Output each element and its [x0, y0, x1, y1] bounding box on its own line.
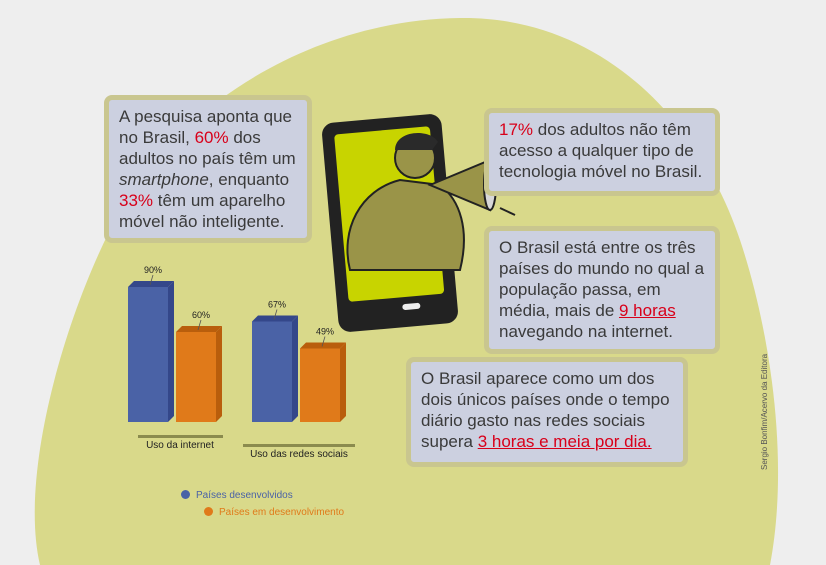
box1-text-4: têm um aparelho móvel não inteligente.	[119, 191, 286, 231]
bar-top	[300, 342, 346, 349]
box3-text-2: navegando na internet.	[499, 322, 673, 341]
box1-value-1: 60%	[194, 128, 229, 147]
box1-text-2: dos adultos no país têm um	[119, 128, 296, 168]
legend-item-developing: Países em desenvolvimento	[204, 507, 344, 518]
bar-developed-1	[252, 321, 292, 422]
box3-text-1: O Brasil está entre os três países do mu…	[499, 238, 705, 320]
bar-developing-0	[176, 332, 216, 422]
info-box-no-access: 17% dos adultos não têm acesso a qualque…	[484, 108, 720, 196]
bar-developed-0	[128, 287, 168, 422]
bar-developing-1	[300, 348, 340, 422]
bar-side	[292, 315, 298, 422]
box1-value-2: 33%	[119, 191, 154, 210]
legend-dot-developed	[181, 490, 190, 499]
data-label-leader	[197, 319, 202, 331]
data-label-leader	[321, 336, 326, 347]
data-label-leader	[149, 274, 154, 286]
legend-item-developed: Países desenvolvidos	[181, 490, 293, 501]
bar-side	[168, 281, 174, 422]
info-box-smartphone: A pesquisa aponta que no Brasil, 60% dos…	[104, 95, 312, 243]
bar-top	[176, 326, 222, 332]
group-underline-social	[243, 444, 355, 447]
bar-top	[128, 281, 174, 287]
box1-text-3: , enquanto	[208, 170, 290, 189]
legend-label-developing: Países em desenvolvimento	[219, 507, 345, 518]
category-label-social: Uso das redes sociais	[250, 449, 348, 460]
box2-text-1: dos adultos não têm acesso a qualquer ti…	[499, 120, 703, 181]
box1-italic: smartphone	[119, 170, 209, 189]
box1-text-1: A pesquisa aponta que no Brasil,	[119, 107, 292, 147]
bar-top	[252, 315, 298, 322]
category-label-internet: Uso da internet	[146, 440, 214, 451]
data-label: 49%	[316, 327, 334, 337]
data-label: 90%	[144, 265, 162, 275]
box2-value-1: 17%	[499, 120, 534, 139]
info-box-social-hours: O Brasil aparece como um dos dois únicos…	[406, 357, 688, 467]
data-label-leader	[273, 309, 278, 320]
bar-side	[340, 342, 346, 422]
info-box-internet-hours: O Brasil está entre os três países do mu…	[484, 226, 720, 354]
bar-side	[216, 326, 222, 422]
legend-label-developed: Países desenvolvidos	[196, 490, 293, 501]
box3-value-1: 9 horas	[619, 301, 676, 320]
group-underline-internet	[138, 435, 223, 438]
data-label: 60%	[192, 310, 210, 320]
legend-dot-developing	[204, 507, 213, 516]
megaphone-man-icon	[346, 132, 520, 271]
box4-value-1: 3 horas e meia por dia.	[477, 432, 652, 451]
data-label: 67%	[268, 300, 286, 310]
image-credit: Sergio Bonfim/Acervo da Editora	[760, 353, 769, 470]
box4-text-1: O Brasil aparece como um dos dois únicos…	[421, 369, 670, 451]
